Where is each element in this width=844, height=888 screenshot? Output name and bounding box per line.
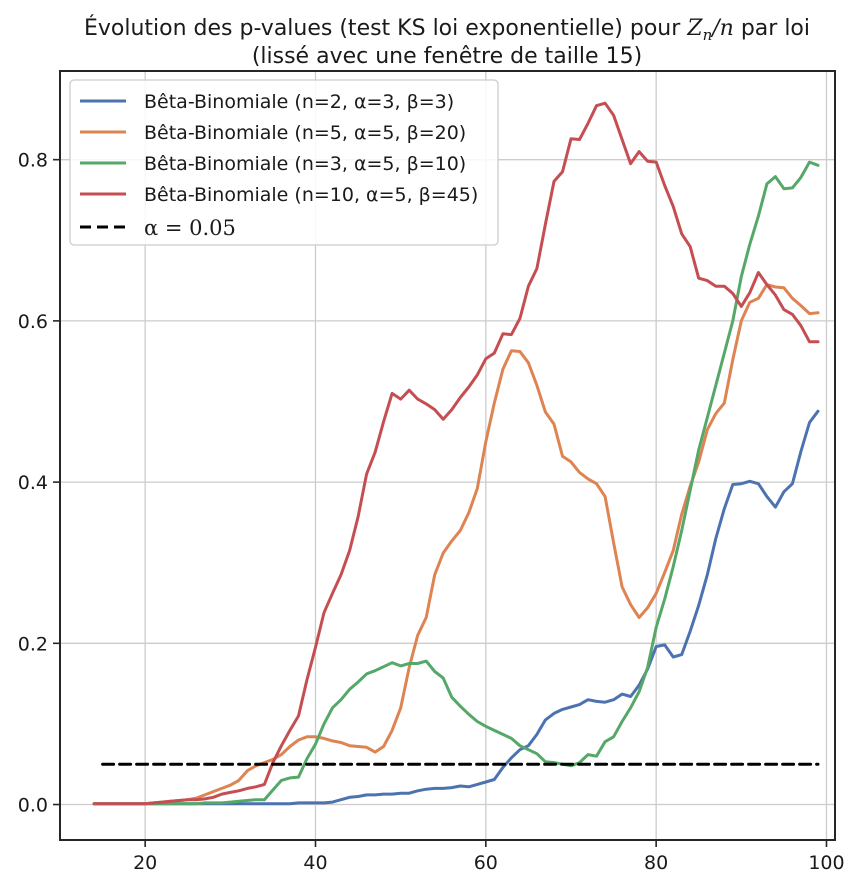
y-tick-label: 0.6 xyxy=(18,311,48,333)
chart-title-line1: Évolution des p-values (test KS loi expo… xyxy=(84,15,810,44)
y-tick-label: 0.0 xyxy=(18,795,48,817)
legend-label-series-3: Bêta-Binomiale (n=3, α=5, β=10) xyxy=(144,153,466,175)
chart-title-line2: (lissé avec une fenêtre de taille 15) xyxy=(252,44,642,69)
legend-label-series-4: Bêta-Binomiale (n=10, α=5, β=45) xyxy=(144,184,478,206)
legend-label-series-2: Bêta-Binomiale (n=5, α=5, β=20) xyxy=(144,122,466,144)
series-layer xyxy=(92,101,820,806)
legend-label-threshold: α = 0.05 xyxy=(144,216,236,240)
legend: Bêta-Binomiale (n=2, α=3, β=3) Bêta-Bino… xyxy=(69,79,499,246)
x-tick-label: 60 xyxy=(474,852,498,874)
x-tick-label: 20 xyxy=(133,852,157,874)
x-tick-label: 80 xyxy=(644,852,668,874)
series-line-2 xyxy=(92,283,820,806)
x-tick-label: 40 xyxy=(303,852,327,874)
y-tick-label: 0.2 xyxy=(18,633,48,655)
y-tick-label: 0.4 xyxy=(18,472,48,494)
x-tick-label: 100 xyxy=(808,852,844,874)
y-tick-label: 0.8 xyxy=(18,150,48,172)
legend-label-series-1: Bêta-Binomiale (n=2, α=3, β=3) xyxy=(144,91,454,113)
tick-layer: 20 40 60 80 100 0.0 0.2 0.4 0.6 0.8 xyxy=(18,150,844,874)
legend-box xyxy=(69,79,499,246)
axes-frame xyxy=(59,70,836,841)
series-line-3 xyxy=(92,160,820,806)
series-line-4 xyxy=(92,101,820,806)
